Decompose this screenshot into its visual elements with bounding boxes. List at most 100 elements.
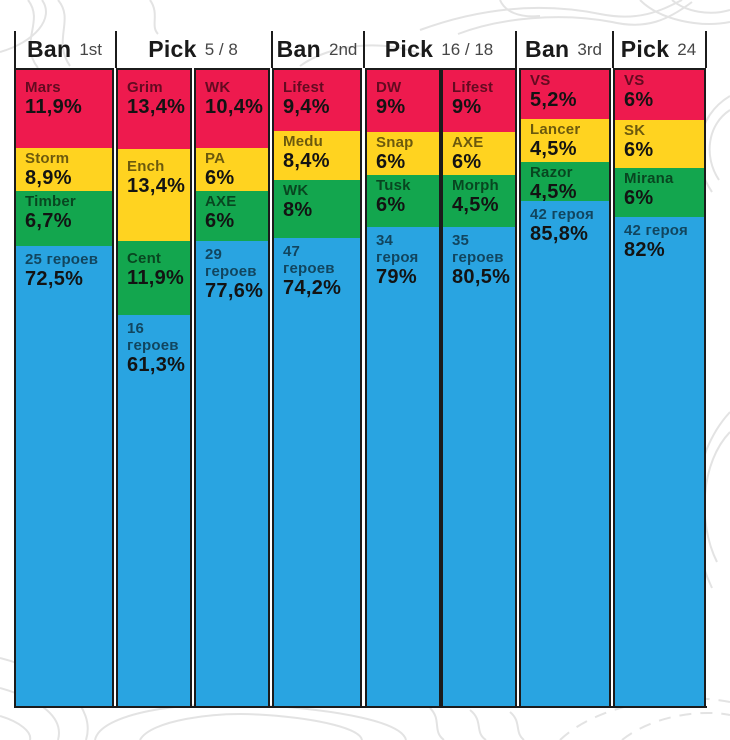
bar-segment: 34 героя 79%	[367, 227, 439, 706]
header-divider	[115, 31, 117, 68]
hero-percent: 79%	[376, 265, 417, 288]
hero-percent: 61,3%	[127, 353, 186, 376]
hero-percent: 10,4%	[205, 95, 264, 118]
hero-name: Mars	[25, 79, 61, 96]
hero-name: SK	[624, 122, 646, 139]
bar-segment: 47 героев 74,2%	[274, 238, 360, 706]
header-title: Pick	[384, 36, 434, 62]
hero-percent: 4,5%	[530, 137, 577, 160]
bar-segment: 16 героев 61,3%	[118, 315, 190, 706]
bar-segment: Lifest 9%	[443, 70, 515, 132]
hero-name: Mirana	[624, 170, 674, 187]
hero-name: Tusk	[376, 177, 411, 194]
bar-segment: 42 героя 85,8%	[521, 201, 609, 706]
bar-segment: 29 героев 77,6%	[196, 241, 268, 706]
bar-segment: Snap 6%	[367, 132, 439, 175]
hero-name: 34 героя	[376, 232, 419, 266]
bar-segment: Morph 4,5%	[443, 175, 515, 227]
bar-segment: Medu 8,4%	[274, 131, 360, 180]
hero-name: 16 героев	[127, 320, 179, 354]
header-title: Ban	[525, 36, 570, 62]
hero-percent: 77,6%	[205, 279, 264, 302]
header-sub: 16 / 18	[441, 39, 494, 59]
bar-segment: Grim 13,4%	[118, 70, 190, 149]
draft-column-3: WK 10,4% PA 6% AXE 6% 29 героев 77,6%	[194, 68, 270, 708]
hero-name: VS	[530, 72, 551, 89]
bar-segment: DW 9%	[367, 70, 439, 132]
hero-percent: 9%	[376, 95, 406, 118]
header-divider	[363, 31, 365, 68]
hero-percent: 85,8%	[530, 222, 589, 245]
header-divider	[14, 31, 16, 68]
hero-name: 35 героев	[452, 232, 504, 266]
header-sub: 24	[677, 39, 697, 59]
bar-segment: AXE 6%	[196, 191, 268, 241]
hero-percent: 6%	[624, 88, 654, 111]
hero-percent: 13,4%	[127, 95, 186, 118]
hero-percent: 6%	[376, 150, 406, 173]
bar-segment: Tusk 6%	[367, 175, 439, 227]
header-title: Ban	[26, 36, 72, 62]
bar-segment: Storm 8,9%	[16, 148, 112, 191]
hero-percent: 82%	[624, 238, 665, 261]
hero-name: DW	[376, 79, 402, 96]
hero-percent: 6,7%	[25, 209, 72, 232]
bar-segment: WK 10,4%	[196, 70, 268, 148]
hero-percent: 6%	[205, 166, 235, 189]
hero-name: AXE	[205, 193, 237, 210]
hero-percent: 11,9%	[25, 95, 83, 118]
header-title: Pick	[620, 36, 670, 62]
bar-segment: VS 5,2%	[521, 70, 609, 119]
bar-segment: SK 6%	[615, 120, 704, 168]
header-divider	[612, 31, 614, 68]
header-sub: 2nd	[328, 39, 358, 59]
bar-segment: VS 6%	[615, 70, 704, 120]
hero-percent: 6%	[624, 186, 654, 209]
hero-percent: 5,2%	[530, 88, 577, 111]
hero-name: Lifest	[283, 79, 325, 96]
header-sub: 3rd	[577, 39, 602, 59]
hero-percent: 6%	[452, 150, 482, 173]
header-ban-3rd: Ban 3rd	[517, 33, 610, 66]
hero-name: Lifest	[452, 79, 494, 96]
hero-name: WK	[283, 182, 309, 199]
hero-percent: 8,9%	[25, 166, 72, 189]
hero-percent: 74,2%	[283, 276, 342, 299]
hero-percent: 11,9%	[127, 266, 185, 289]
hero-name: VS	[624, 72, 645, 89]
hero-name: PA	[205, 150, 226, 167]
header-divider	[705, 31, 707, 68]
bar-segment: Cent 11,9%	[118, 241, 190, 315]
hero-name: Storm	[25, 150, 70, 167]
draft-column-4: Lifest 9,4% Medu 8,4% WK 8% 47 героев 74…	[272, 68, 362, 708]
hero-percent: 9,4%	[283, 95, 330, 118]
hero-name: Ench	[127, 158, 165, 175]
hero-name: Morph	[452, 177, 499, 194]
bar-segment: 25 героев 72,5%	[16, 246, 112, 706]
header-ban-1st: Ban 1st	[16, 33, 113, 66]
bar-segment: Mirana 6%	[615, 168, 704, 217]
hero-percent: 6%	[624, 138, 654, 161]
bar-segment: 35 героев 80,5%	[443, 227, 515, 706]
hero-percent: 6%	[205, 209, 235, 232]
hero-name: Timber	[25, 193, 76, 210]
bar-segment: 42 героя 82%	[615, 217, 704, 706]
hero-name: Grim	[127, 79, 163, 96]
header-pick-5-8: Pick 5 / 8	[117, 33, 269, 66]
hero-name: Razor	[530, 164, 573, 181]
hero-percent: 9%	[452, 95, 482, 118]
hero-name: Snap	[376, 134, 414, 151]
header-divider	[515, 31, 517, 68]
hero-percent: 8,4%	[283, 149, 330, 172]
header-sub: 1st	[79, 39, 103, 59]
hero-name: WK	[205, 79, 231, 96]
hero-name: AXE	[452, 134, 484, 151]
bar-segment: Lifest 9,4%	[274, 70, 360, 131]
hero-name: Medu	[283, 133, 323, 150]
header-pick-24: Pick 24	[614, 33, 703, 66]
draft-column-2: Grim 13,4% Ench 13,4% Cent 11,9% 16 геро…	[116, 68, 192, 708]
hero-name: 25 героев	[25, 251, 99, 268]
hero-percent: 4,5%	[452, 193, 499, 216]
draft-column-1: Mars 11,9% Storm 8,9% Timber 6,7% 25 гер…	[14, 68, 114, 708]
